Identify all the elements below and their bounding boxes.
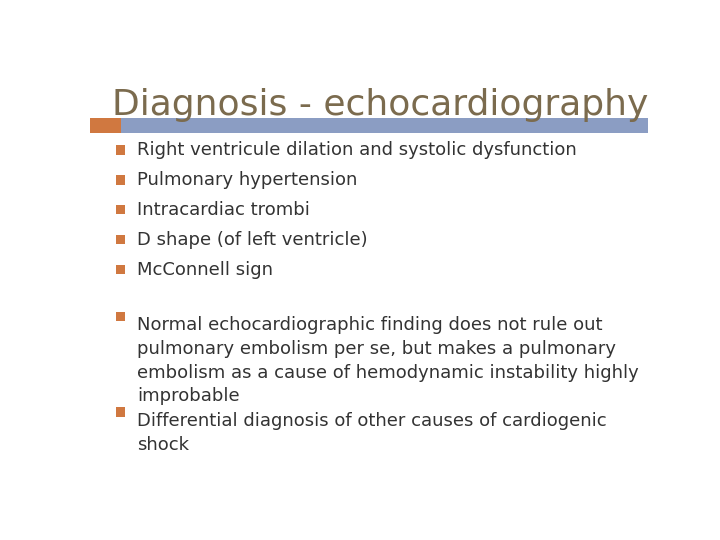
Text: McConnell sign: McConnell sign [138, 261, 274, 279]
Bar [116, 176, 125, 185]
Bar [90, 118, 648, 133]
Bar [116, 235, 125, 245]
Bar [90, 118, 121, 133]
Text: Right ventricule dilation and systolic dysfunction: Right ventricule dilation and systolic d… [138, 141, 577, 159]
Bar [116, 145, 125, 154]
Text: D shape (of left ventricle): D shape (of left ventricle) [138, 231, 368, 249]
Text: Pulmonary hypertension: Pulmonary hypertension [138, 171, 358, 189]
Text: Differential diagnosis of other causes of cardiogenic
shock: Differential diagnosis of other causes o… [138, 412, 607, 454]
Bar [116, 205, 125, 214]
Text: Diagnosis - echocardiography: Diagnosis - echocardiography [112, 87, 649, 122]
Bar [116, 312, 125, 321]
Bar [116, 265, 125, 274]
Bar [116, 407, 125, 416]
Text: Intracardiac trombi: Intracardiac trombi [138, 201, 310, 219]
Text: Normal echocardiographic finding does not rule out
pulmonary embolism per se, bu: Normal echocardiographic finding does no… [138, 316, 639, 405]
